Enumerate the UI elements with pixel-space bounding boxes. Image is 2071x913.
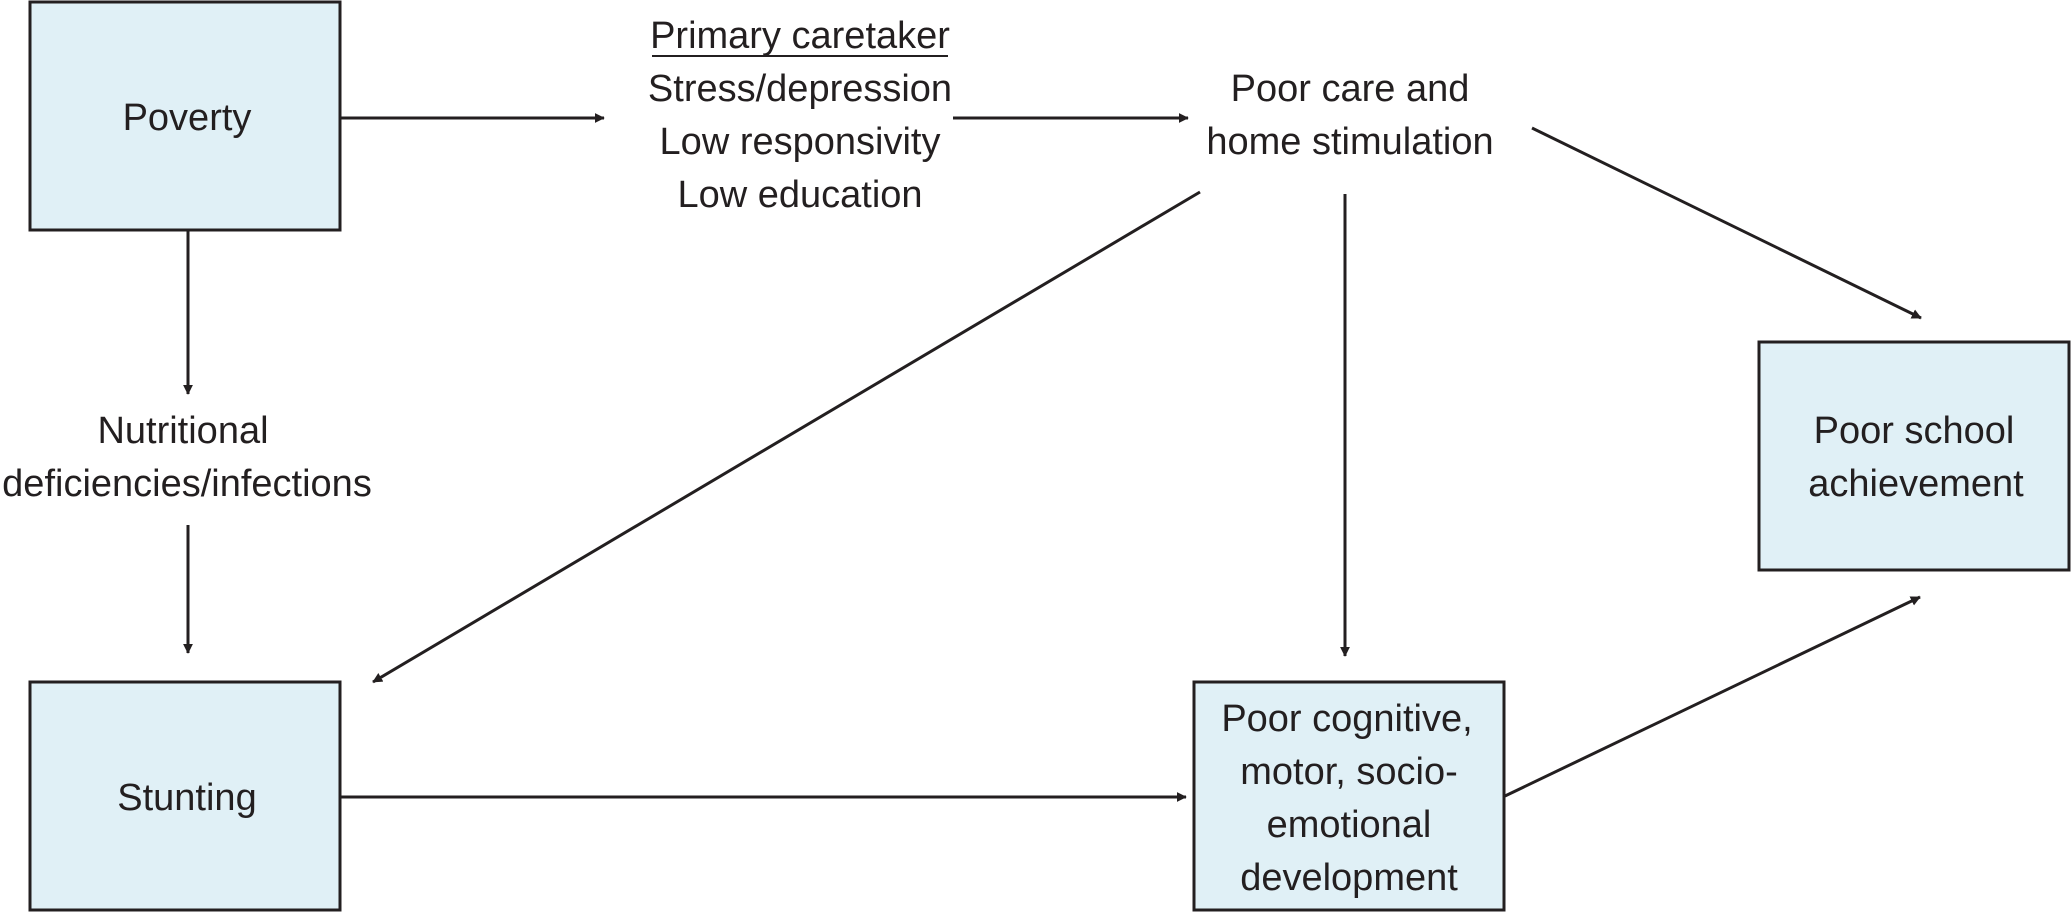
school-line-1: Poor school — [1814, 410, 2015, 452]
node-school: Poor school achievement — [1757, 340, 2071, 572]
caretaker-line-2: Low responsivity — [660, 121, 941, 163]
caretaker-heading: Primary caretaker — [650, 15, 950, 57]
node-poverty: Poverty — [28, 0, 342, 232]
node-stunting: Stunting — [28, 680, 342, 912]
node-primary-caretaker: Primary caretaker Stress/depression Low … — [648, 15, 952, 216]
poverty-box — [28, 0, 342, 232]
node-development: Poor cognitive, motor, socio- emotional … — [1192, 680, 1506, 912]
node-nutrition: Nutritional deficiencies/infections — [2, 410, 372, 505]
edge-development-to-school — [1504, 595, 1921, 798]
node-poor-care: Poor care and home stimulation — [1206, 68, 1493, 163]
development-line-4: development — [1240, 857, 1458, 899]
poor-care-line-2: home stimulation — [1206, 121, 1493, 163]
nutrition-line-2: deficiencies/infections — [2, 463, 372, 505]
school-box — [1757, 340, 2071, 572]
stunting-label: Stunting — [117, 777, 256, 819]
development-line-1: Poor cognitive, — [1221, 698, 1472, 740]
poor-care-line-1: Poor care and — [1231, 68, 1470, 110]
stunting-box — [28, 680, 342, 912]
caretaker-line-3: Low education — [677, 174, 922, 216]
school-line-2: achievement — [1808, 463, 2024, 505]
nutrition-line-1: Nutritional — [97, 410, 268, 452]
development-line-3: emotional — [1267, 804, 1432, 846]
development-box — [1192, 680, 1506, 912]
caretaker-line-1: Stress/depression — [648, 68, 952, 110]
edge-poor-care-to-stunting — [372, 190, 1201, 684]
poverty-label: Poverty — [123, 97, 252, 139]
development-line-2: motor, socio- — [1240, 751, 1458, 793]
edge-poor-care-to-school — [1531, 126, 1922, 320]
edges — [183, 113, 1922, 802]
